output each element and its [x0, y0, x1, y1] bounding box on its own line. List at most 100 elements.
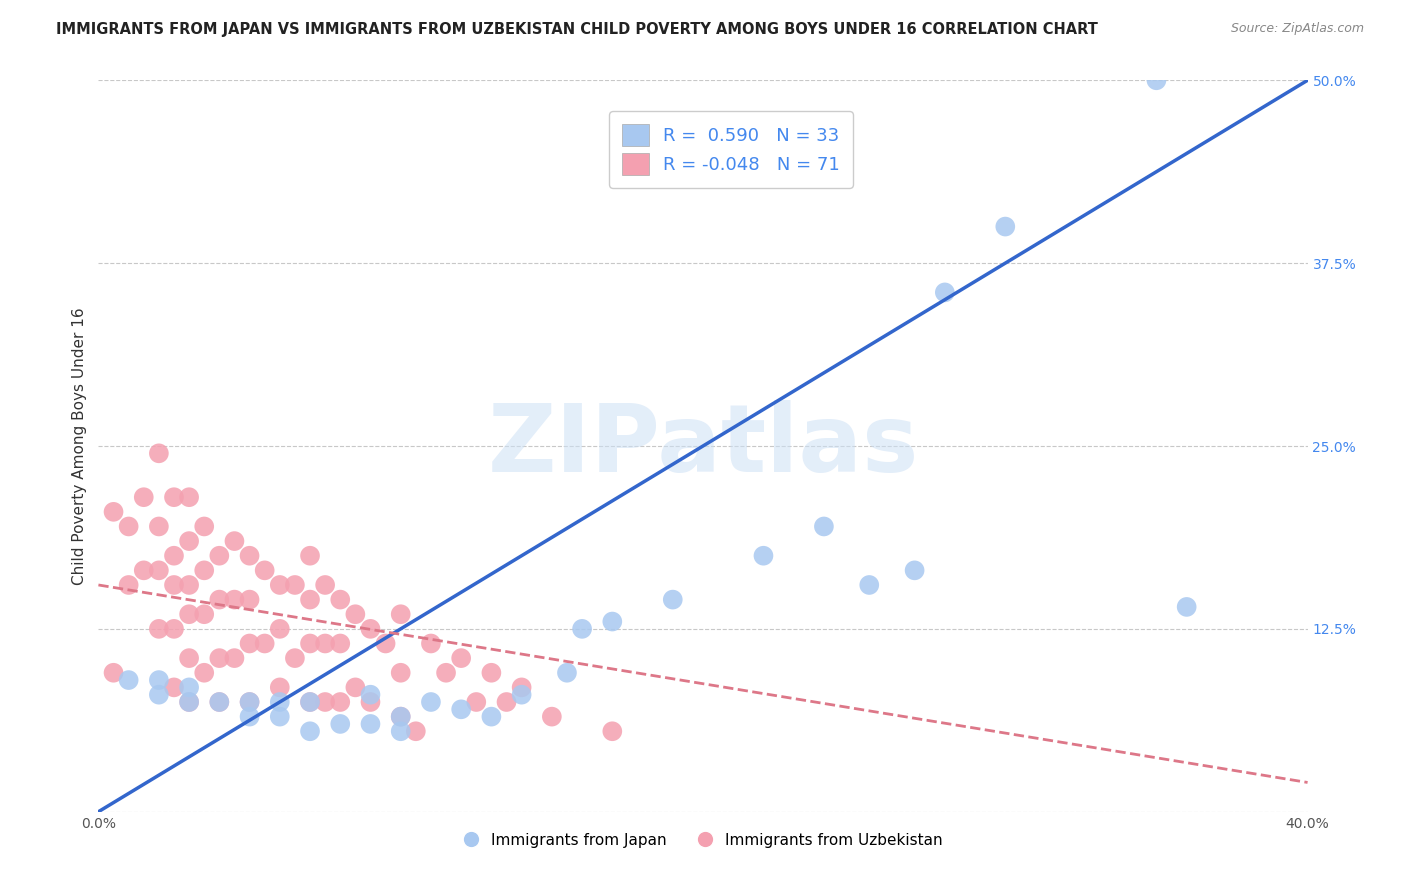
Point: [179, 695, 201, 709]
Point: [118, 578, 141, 592]
Point: [571, 622, 593, 636]
Point: [193, 563, 215, 577]
Point: [602, 615, 624, 629]
Point: [239, 695, 262, 709]
Point: [132, 490, 155, 504]
Point: [253, 636, 276, 650]
Point: [118, 673, 141, 687]
Point: [239, 592, 262, 607]
Point: [239, 636, 262, 650]
Point: [389, 709, 412, 723]
Point: [253, 563, 276, 577]
Point: [269, 681, 291, 695]
Point: [269, 695, 291, 709]
Point: [389, 724, 412, 739]
Point: [208, 592, 231, 607]
Point: [208, 695, 231, 709]
Point: [239, 709, 262, 723]
Point: [329, 717, 352, 731]
Point: [540, 709, 562, 723]
Point: [481, 709, 503, 723]
Point: [360, 688, 382, 702]
Point: [465, 695, 488, 709]
Point: [148, 688, 170, 702]
Point: [495, 695, 517, 709]
Point: [148, 446, 170, 460]
Point: [389, 709, 412, 723]
Point: [752, 549, 775, 563]
Point: [299, 549, 322, 563]
Point: [360, 695, 382, 709]
Point: [193, 665, 215, 680]
Point: [344, 681, 367, 695]
Point: [314, 636, 336, 650]
Point: [284, 651, 307, 665]
Point: [299, 695, 322, 709]
Point: [450, 702, 472, 716]
Point: [1144, 73, 1167, 87]
Point: [405, 724, 427, 739]
Point: [1175, 599, 1198, 614]
Point: [329, 695, 352, 709]
Point: [163, 490, 186, 504]
Point: [299, 724, 322, 739]
Text: ZIPatlas: ZIPatlas: [488, 400, 918, 492]
Point: [360, 622, 382, 636]
Point: [163, 681, 186, 695]
Point: [148, 563, 170, 577]
Point: [208, 651, 231, 665]
Text: Source: ZipAtlas.com: Source: ZipAtlas.com: [1230, 22, 1364, 36]
Point: [389, 665, 412, 680]
Point: [813, 519, 835, 533]
Point: [284, 578, 307, 592]
Point: [420, 695, 443, 709]
Point: [103, 665, 125, 680]
Point: [994, 219, 1017, 234]
Point: [329, 636, 352, 650]
Point: [389, 607, 412, 622]
Point: [314, 578, 336, 592]
Point: [510, 681, 533, 695]
Point: [602, 724, 624, 739]
Point: [329, 592, 352, 607]
Point: [179, 651, 201, 665]
Point: [163, 578, 186, 592]
Point: [179, 695, 201, 709]
Point: [239, 549, 262, 563]
Point: [224, 592, 246, 607]
Point: [148, 622, 170, 636]
Point: [118, 519, 141, 533]
Text: IMMIGRANTS FROM JAPAN VS IMMIGRANTS FROM UZBEKISTAN CHILD POVERTY AMONG BOYS UND: IMMIGRANTS FROM JAPAN VS IMMIGRANTS FROM…: [56, 22, 1098, 37]
Point: [299, 636, 322, 650]
Point: [132, 563, 155, 577]
Point: [193, 519, 215, 533]
Point: [148, 673, 170, 687]
Point: [314, 695, 336, 709]
Legend: Immigrants from Japan, Immigrants from Uzbekistan: Immigrants from Japan, Immigrants from U…: [456, 825, 950, 855]
Point: [163, 549, 186, 563]
Point: [434, 665, 457, 680]
Point: [224, 534, 246, 549]
Point: [179, 534, 201, 549]
Point: [179, 681, 201, 695]
Point: [269, 622, 291, 636]
Point: [179, 578, 201, 592]
Point: [420, 636, 443, 650]
Point: [481, 665, 503, 680]
Point: [904, 563, 927, 577]
Point: [179, 607, 201, 622]
Point: [208, 695, 231, 709]
Point: [858, 578, 880, 592]
Point: [374, 636, 396, 650]
Point: [299, 592, 322, 607]
Point: [148, 519, 170, 533]
Point: [193, 607, 215, 622]
Point: [269, 709, 291, 723]
Point: [360, 717, 382, 731]
Point: [934, 285, 956, 300]
Y-axis label: Child Poverty Among Boys Under 16: Child Poverty Among Boys Under 16: [72, 307, 87, 585]
Point: [103, 505, 125, 519]
Point: [163, 622, 186, 636]
Point: [661, 592, 683, 607]
Point: [299, 695, 322, 709]
